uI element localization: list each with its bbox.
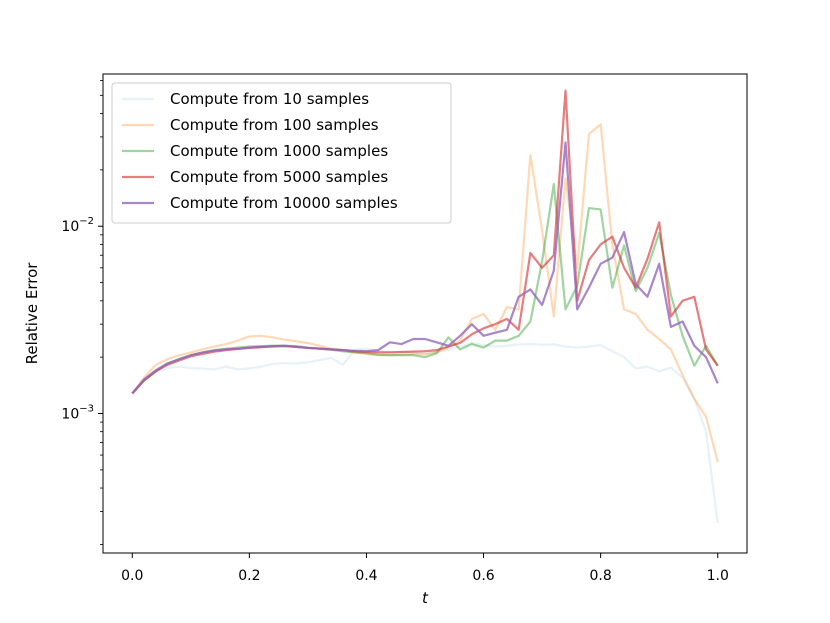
- series-line-5: [131, 141, 719, 395]
- y-tick-exponent: −2: [79, 216, 94, 227]
- legend-label: Compute from 1000 samples: [170, 142, 388, 160]
- x-axis-label: t: [422, 589, 429, 607]
- y-tick-label: 10−3: [61, 404, 94, 423]
- legend-label: Compute from 100 samples: [170, 116, 379, 134]
- x-tick-label: 0.8: [590, 568, 612, 584]
- y-tick-exponent: −3: [79, 404, 94, 415]
- x-tick-label: 1.0: [707, 568, 729, 584]
- legend: Compute from 10 samples Compute from 100 …: [111, 82, 452, 224]
- legend-label: Compute from 10000 samples: [170, 194, 398, 212]
- x-tick-label: 0.6: [472, 568, 494, 584]
- x-tick-label: 0.0: [121, 568, 143, 584]
- legend-label: Compute from 10 samples: [170, 90, 369, 108]
- y-tick-label: 10−2: [61, 216, 94, 235]
- x-tick-label: 0.2: [238, 568, 260, 584]
- plot-frame: [102, 73, 748, 554]
- legend-label: Compute from 5000 samples: [170, 168, 388, 186]
- y-axis-label: Relative Error: [23, 262, 41, 365]
- legend-box: [111, 82, 452, 224]
- x-tick-label: 0.4: [355, 568, 377, 584]
- series-line-2: [131, 123, 719, 463]
- y-tick-base: 10: [61, 219, 79, 235]
- series-line-1: [131, 341, 719, 524]
- y-axis: 10−310−2: [61, 80, 103, 545]
- y-tick-base: 10: [61, 407, 79, 423]
- series-layer: [131, 89, 719, 524]
- x-axis: 0.0 0.2 0.4 0.6 0.8 1.0: [121, 553, 729, 584]
